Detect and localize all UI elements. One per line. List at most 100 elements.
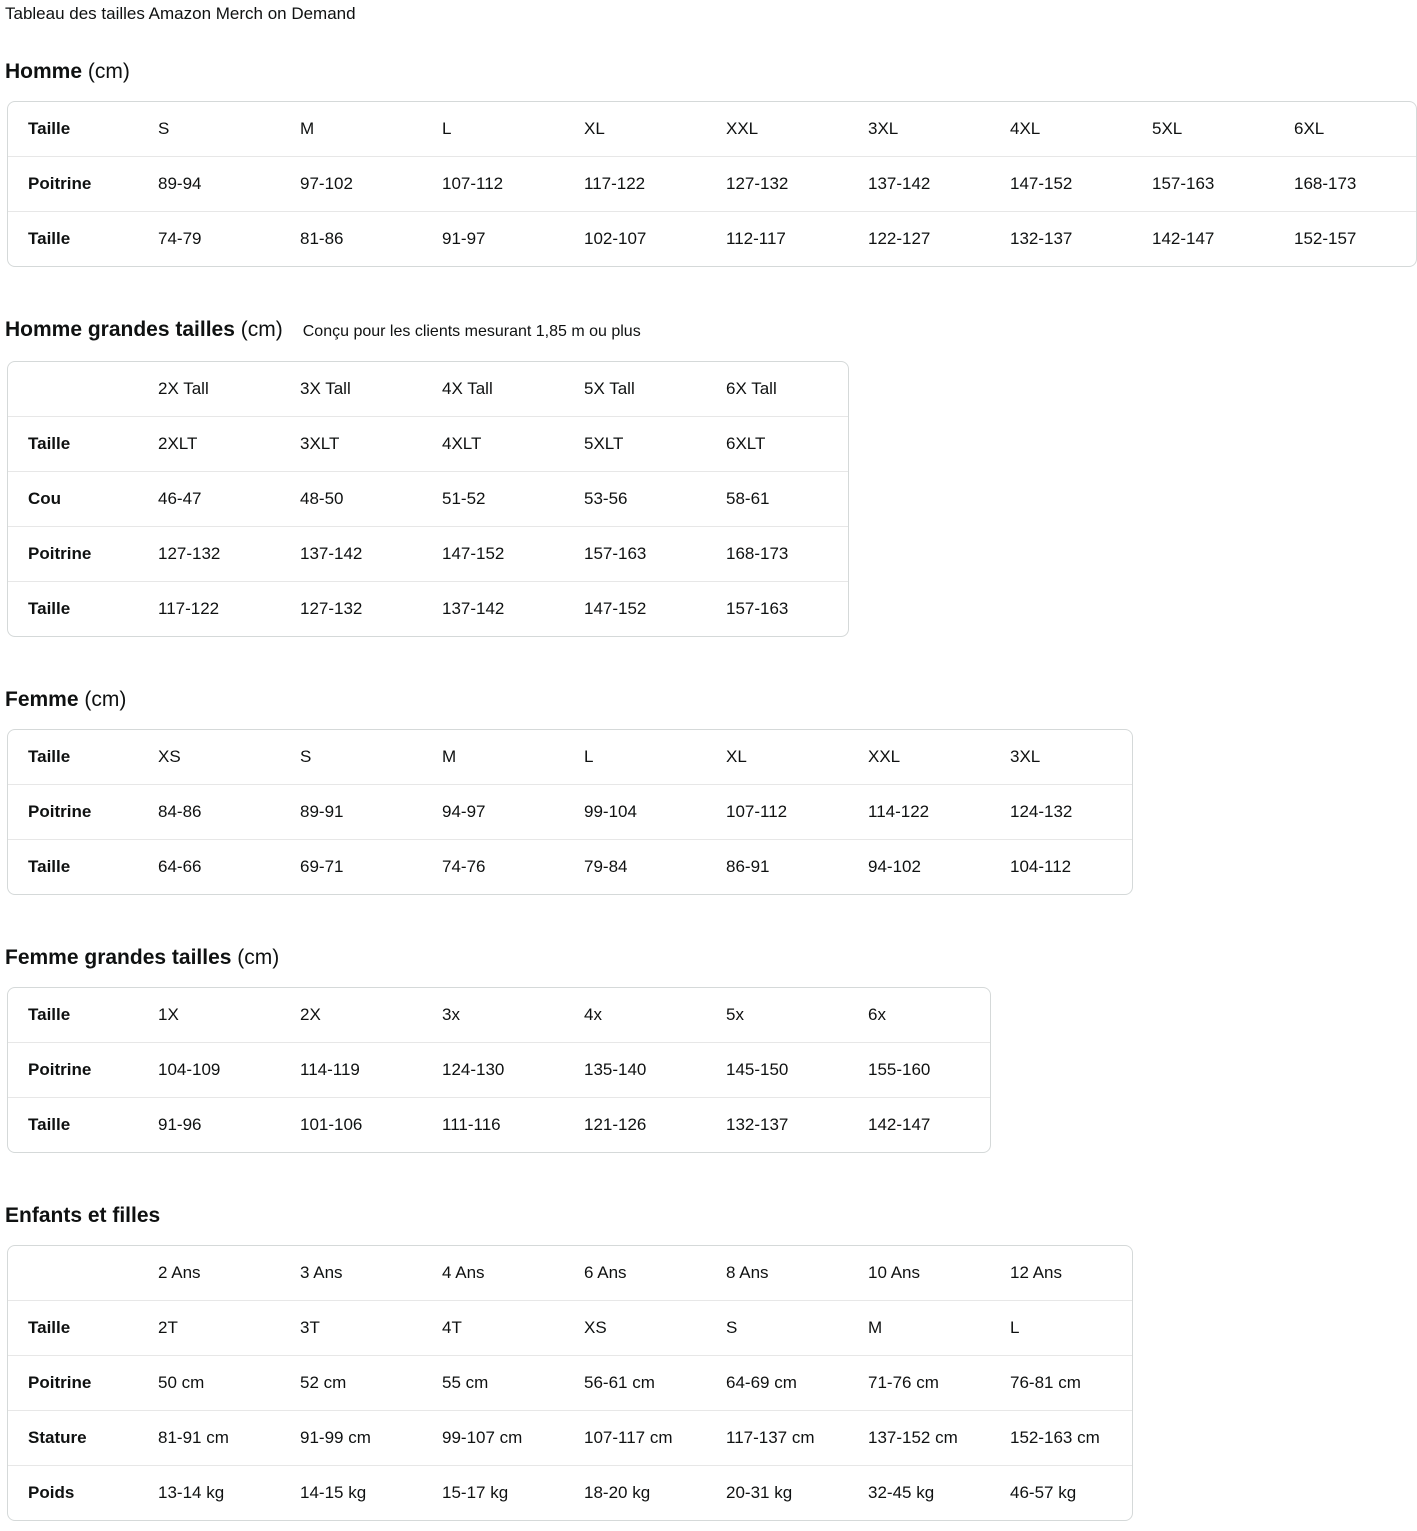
column-header-cell: XS	[158, 747, 181, 766]
column-header-cell: 6 Ans	[584, 1263, 627, 1282]
column-header-cell: M	[442, 747, 457, 766]
column-header-cell: 3x	[442, 1005, 460, 1024]
value-cell: 74-79	[138, 211, 280, 266]
section-homme: Homme (cm) Taille S M L XL XXL 3XL 4XL 5XL 6XL Poi…	[5, 60, 1417, 267]
value-cell: 58-61	[706, 471, 848, 526]
value-cell: S	[706, 1300, 848, 1355]
row-label: Taille	[8, 416, 138, 471]
column-header-cell: 12 Ans	[1010, 1263, 1062, 1282]
table-row: Taille 91-96 101-106 111-116 121-126 132-137 1…	[8, 1097, 990, 1152]
column-header-cell: L	[442, 119, 452, 138]
value-cell: 112-117	[706, 211, 848, 266]
value-cell: 94-97	[422, 784, 564, 839]
column-header-cell: 3XL	[1010, 747, 1041, 766]
table-header-row: Taille XS S M L XL XXL 3XL	[8, 730, 1132, 784]
section-heading: Homme grandes tailles (cm) Conçu pour les…	[5, 318, 1417, 343]
value-cell: 81-91 cm	[138, 1410, 280, 1465]
value-cell: 101-106	[280, 1097, 422, 1152]
column-header-cell: S	[300, 747, 312, 766]
column-header-cell: 4 Ans	[442, 1263, 485, 1282]
value-cell: 2T	[138, 1300, 280, 1355]
value-cell: 157-163	[1132, 156, 1274, 211]
row-label: Poids	[8, 1465, 138, 1520]
section-heading-unit: (cm)	[87, 60, 130, 83]
value-cell: 147-152	[564, 581, 706, 636]
section-heading-unit: (cm)	[237, 946, 280, 969]
section-heading-text: Femme	[5, 688, 79, 711]
value-cell: 117-122	[564, 156, 706, 211]
value-cell: 117-137 cm	[706, 1410, 848, 1465]
section-heading-text: Homme grandes tailles	[5, 318, 235, 341]
value-cell: 97-102	[280, 156, 422, 211]
table-row: Poitrine 89-94 97-102 107-112 117-122 127-132…	[8, 156, 1416, 211]
value-cell: L	[990, 1300, 1132, 1355]
column-header-cell: S	[158, 119, 170, 138]
value-cell: 145-150	[706, 1042, 848, 1097]
size-table-enfants-et-filles: 2 Ans 3 Ans 4 Ans 6 Ans 8 Ans 10 Ans 12 Ans Tai…	[7, 1245, 1133, 1521]
value-cell: XS	[564, 1300, 706, 1355]
section-heading-unit: (cm)	[84, 688, 127, 711]
table-row: Taille 74-79 81-86 91-97 102-107 112-117 122-1…	[8, 211, 1416, 266]
column-header-cell: 2X Tall	[158, 379, 209, 398]
row-label: Poitrine	[8, 1042, 138, 1097]
table-row: Taille 2T 3T 4T XS S M L	[8, 1300, 1132, 1355]
value-cell: 71-76 cm	[848, 1355, 990, 1410]
column-header-cell: 1X	[158, 1005, 179, 1024]
section-enfants-et-filles: Enfants et filles 2 Ans 3 Ans 4 Ans 6 Ans 8 …	[5, 1204, 1417, 1521]
row-label: Stature	[8, 1410, 138, 1465]
value-cell: 91-96	[138, 1097, 280, 1152]
value-cell: 147-152	[990, 156, 1132, 211]
row-label: Poitrine	[8, 156, 138, 211]
value-cell: 81-86	[280, 211, 422, 266]
value-cell: 56-61 cm	[564, 1355, 706, 1410]
value-cell: 152-157	[1274, 211, 1416, 266]
value-cell: 99-107 cm	[422, 1410, 564, 1465]
value-cell: 142-147	[848, 1097, 990, 1152]
table-row: Poitrine 127-132 137-142 147-152 157-163 168-…	[8, 526, 848, 581]
value-cell: 157-163	[706, 581, 848, 636]
size-table-femme-grandes-tailles: Taille 1X 2X 3x 4x 5x 6x Poitrine 104-109 114-119…	[7, 987, 991, 1153]
value-cell: 168-173	[1274, 156, 1416, 211]
value-cell: 4T	[422, 1300, 564, 1355]
value-cell: 137-152 cm	[848, 1410, 990, 1465]
value-cell: 69-71	[280, 839, 422, 894]
row-label: Taille	[28, 1005, 71, 1024]
column-header-cell: 2X	[300, 1005, 321, 1024]
value-cell: 3T	[280, 1300, 422, 1355]
row-label: Poitrine	[8, 784, 138, 839]
value-cell: 142-147	[1132, 211, 1274, 266]
value-cell: 50 cm	[138, 1355, 280, 1410]
row-label	[8, 1246, 138, 1300]
row-label: Poitrine	[8, 1355, 138, 1410]
value-cell: 14-15 kg	[280, 1465, 422, 1520]
value-cell: 51-52	[422, 471, 564, 526]
value-cell: 124-130	[422, 1042, 564, 1097]
section-heading: Femme grandes tailles (cm)	[5, 946, 1417, 969]
section-heading: Enfants et filles	[5, 1204, 1417, 1227]
section-femme: Femme (cm) Taille XS S M L XL XXL 3XL Poitrine 84…	[5, 688, 1417, 895]
column-header-cell: 3X Tall	[300, 379, 351, 398]
value-cell: 3XLT	[280, 416, 422, 471]
value-cell: 137-142	[848, 156, 990, 211]
section-heading-text: Femme grandes tailles	[5, 946, 232, 969]
value-cell: M	[848, 1300, 990, 1355]
row-label: Taille	[8, 1097, 138, 1152]
value-cell: 4XLT	[422, 416, 564, 471]
value-cell: 20-31 kg	[706, 1465, 848, 1520]
column-header-cell: 5XL	[1152, 119, 1183, 138]
value-cell: 91-97	[422, 211, 564, 266]
value-cell: 114-119	[280, 1042, 422, 1097]
row-label: Taille	[28, 119, 71, 138]
column-header-cell: 4X Tall	[442, 379, 493, 398]
value-cell: 53-56	[564, 471, 706, 526]
value-cell: 137-142	[422, 581, 564, 636]
table-row: Stature 81-91 cm 91-99 cm 99-107 cm 107-117 …	[8, 1410, 1132, 1465]
section-homme-grandes-tailles: Homme grandes tailles (cm) Conçu pour les…	[5, 318, 1417, 637]
column-header-cell: XXL	[726, 119, 759, 138]
value-cell: 64-69 cm	[706, 1355, 848, 1410]
row-label: Taille	[8, 581, 138, 636]
value-cell: 124-132	[990, 784, 1132, 839]
table-header-row: 2X Tall 3X Tall 4X Tall 5X Tall 6X Tall	[8, 362, 848, 416]
value-cell: 13-14 kg	[138, 1465, 280, 1520]
table-row: Poids 13-14 kg 14-15 kg 15-17 kg 18-20 kg 20-…	[8, 1465, 1132, 1520]
